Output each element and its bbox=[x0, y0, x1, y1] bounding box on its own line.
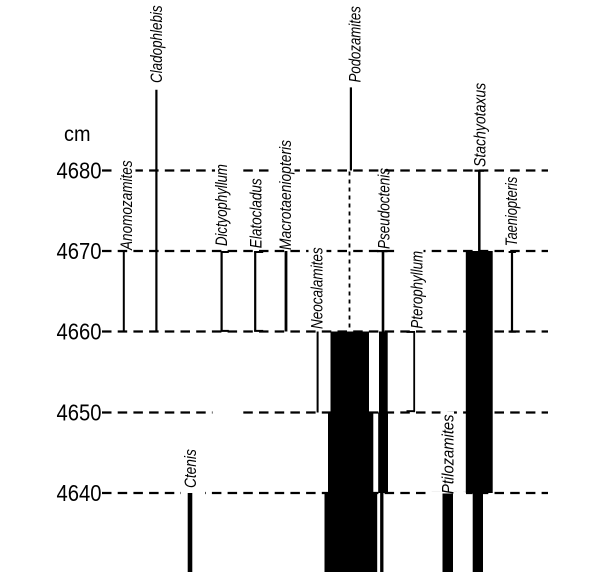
svg-text:4660: 4660 bbox=[57, 319, 102, 345]
svg-text:Pterophyllum: Pterophyllum bbox=[409, 251, 427, 329]
svg-text:Macrotaeniopteris: Macrotaeniopteris bbox=[277, 140, 295, 250]
svg-text:Ptilozamites: Ptilozamites bbox=[439, 415, 457, 495]
svg-text:Ctenis: Ctenis bbox=[182, 449, 200, 488]
svg-text:4650: 4650 bbox=[57, 400, 102, 426]
svg-text:Anomozamites: Anomozamites bbox=[118, 160, 136, 250]
svg-text:Neocalamites: Neocalamites bbox=[309, 247, 327, 329]
svg-text:Cladophlebis: Cladophlebis bbox=[148, 5, 166, 83]
svg-text:Elatocladus: Elatocladus bbox=[247, 178, 265, 248]
svg-text:cm: cm bbox=[64, 123, 91, 146]
svg-text:Stachyotaxus: Stachyotaxus bbox=[472, 83, 490, 167]
svg-text:Podozamites: Podozamites bbox=[347, 6, 365, 82]
svg-text:Taeniopteris: Taeniopteris bbox=[503, 177, 521, 247]
svg-text:Dictyophyllum: Dictyophyllum bbox=[213, 164, 231, 246]
svg-text:4680: 4680 bbox=[57, 158, 102, 184]
svg-text:4670: 4670 bbox=[57, 238, 102, 264]
svg-text:4640: 4640 bbox=[57, 480, 102, 506]
svg-text:Pseudoctenis: Pseudoctenis bbox=[376, 168, 394, 249]
